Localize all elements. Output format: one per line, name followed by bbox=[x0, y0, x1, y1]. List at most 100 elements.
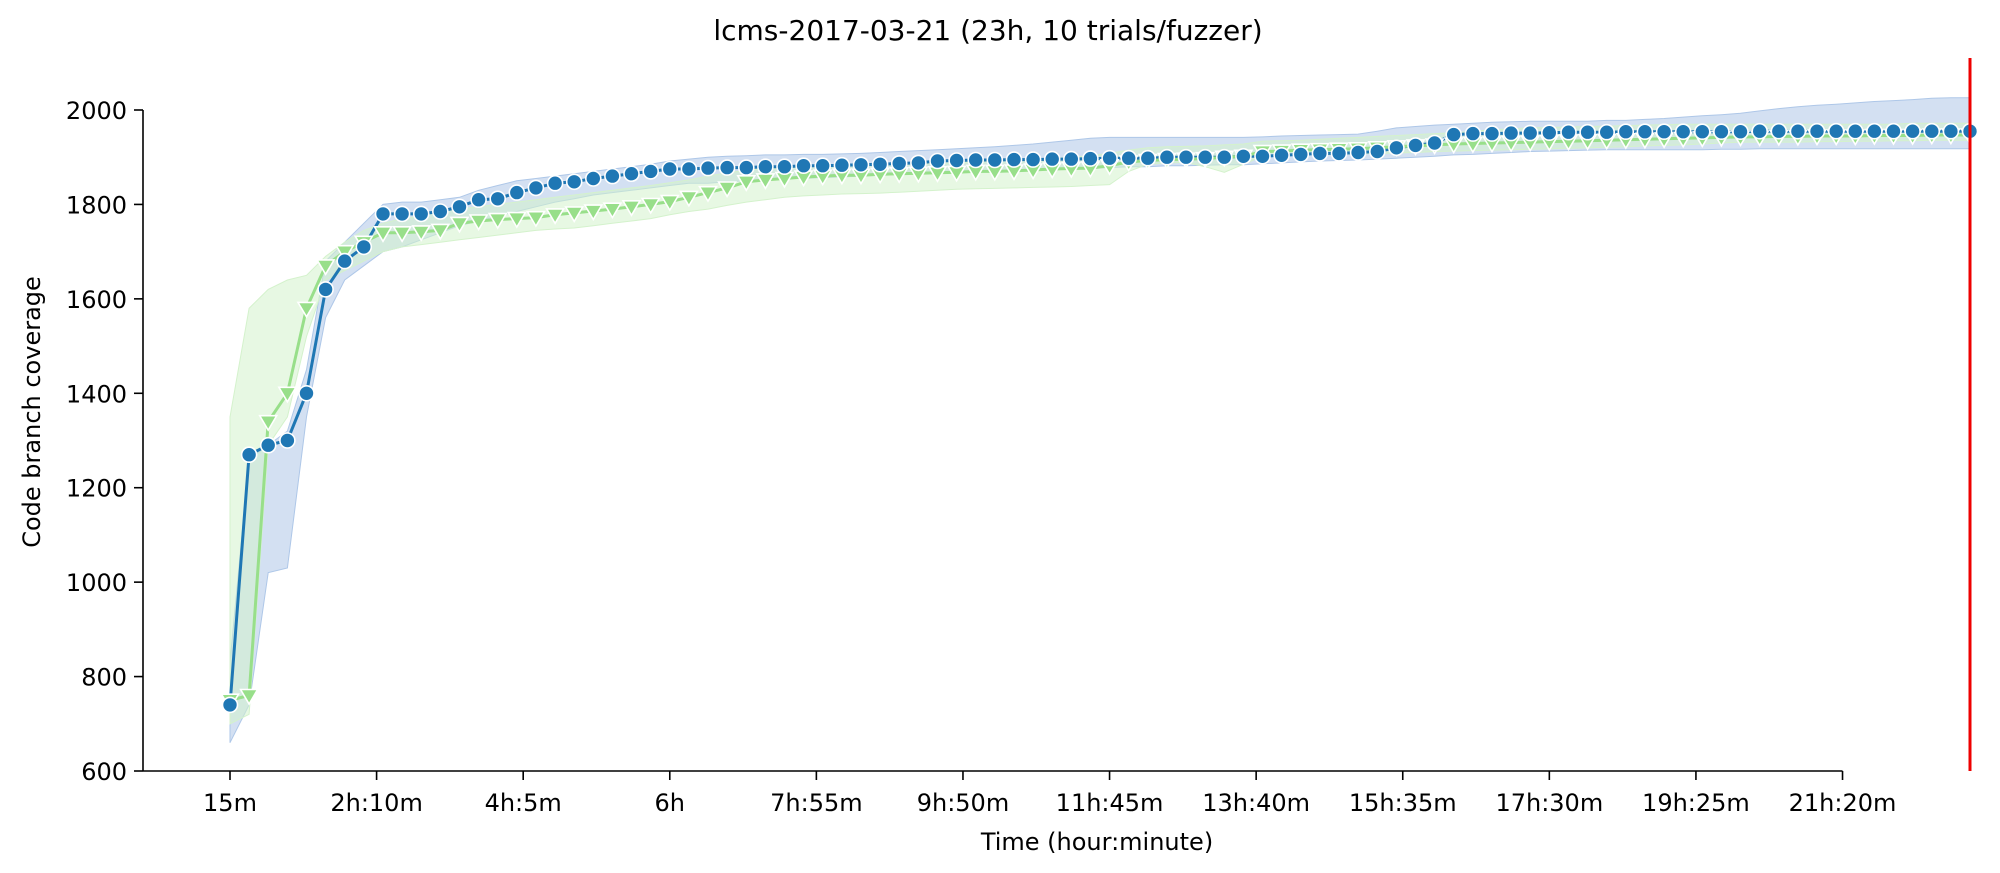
point-series-1 bbox=[948, 152, 965, 169]
point-series-1 bbox=[1369, 143, 1386, 160]
point-series-1 bbox=[1311, 145, 1329, 162]
point-series-2 bbox=[239, 688, 259, 706]
point-series-2 bbox=[602, 202, 623, 220]
point-series-1 bbox=[1005, 151, 1023, 168]
point-series-1 bbox=[1636, 123, 1654, 140]
point-series-2 bbox=[698, 185, 718, 203]
x-tick-label: 9h:50m bbox=[917, 789, 1009, 817]
point-series-1 bbox=[1904, 122, 1921, 140]
x-tick-label: 17h:30m bbox=[1495, 789, 1603, 817]
point-series-2 bbox=[315, 259, 336, 276]
point-series-1 bbox=[1521, 124, 1539, 142]
point-series-1 bbox=[1043, 150, 1061, 168]
point-series-1 bbox=[623, 165, 640, 182]
point-series-1 bbox=[1120, 149, 1137, 167]
y-tick-label: 1000 bbox=[66, 569, 127, 597]
point-series-1 bbox=[374, 205, 392, 223]
point-series-1 bbox=[1847, 122, 1864, 140]
point-series-1 bbox=[298, 384, 315, 402]
x-tick-label: 15m bbox=[203, 789, 257, 817]
point-series-1 bbox=[1024, 151, 1042, 168]
point-series-2 bbox=[717, 181, 738, 198]
point-series-1 bbox=[1330, 145, 1348, 162]
y-tick-label: 1400 bbox=[66, 380, 127, 408]
point-series-1 bbox=[680, 160, 698, 178]
point-series-1 bbox=[527, 179, 545, 197]
point-series-1 bbox=[565, 173, 583, 191]
point-series-1 bbox=[718, 159, 736, 176]
point-series-2 bbox=[678, 190, 699, 208]
point-series-1 bbox=[910, 154, 927, 172]
point-series-2 bbox=[506, 211, 527, 229]
point-series-1 bbox=[546, 174, 564, 192]
y-tick-label: 2000 bbox=[66, 97, 127, 125]
point-series-1 bbox=[1694, 123, 1711, 140]
point-series-2 bbox=[583, 204, 604, 222]
x-tick-label: 6h bbox=[655, 789, 685, 817]
point-series-1 bbox=[642, 163, 660, 180]
x-tick-label: 4h:5m bbox=[485, 789, 562, 817]
point-series-1 bbox=[1770, 122, 1788, 140]
point-series-1 bbox=[1942, 122, 1960, 140]
point-series-1 bbox=[1789, 122, 1807, 140]
point-series-2 bbox=[545, 208, 566, 225]
point-series-1 bbox=[929, 152, 946, 170]
point-series-1 bbox=[1292, 146, 1310, 163]
point-series-2 bbox=[564, 206, 585, 223]
point-series-2 bbox=[449, 216, 470, 234]
point-series-1 bbox=[1713, 123, 1730, 140]
x-tick-label: 7h:55m bbox=[770, 789, 862, 817]
point-series-1 bbox=[1177, 148, 1195, 166]
y-tick-label: 800 bbox=[81, 664, 127, 692]
point-series-1 bbox=[240, 446, 258, 464]
point-series-1 bbox=[737, 159, 755, 176]
x-tick-label: 21h:20m bbox=[1789, 789, 1897, 817]
point-series-1 bbox=[1560, 123, 1577, 141]
point-series-1 bbox=[259, 436, 277, 454]
point-series-2 bbox=[258, 414, 279, 432]
point-series-1 bbox=[1655, 123, 1673, 140]
point-series-1 bbox=[489, 190, 507, 208]
y-tick-label: 1800 bbox=[66, 191, 127, 219]
axes: 600 800 1000 1200 1400 1600 1800 2000 15m 2h:10m 4… bbox=[66, 58, 1972, 817]
point-series-1 bbox=[1751, 122, 1768, 140]
x-tick-label: 13h:40m bbox=[1202, 789, 1310, 817]
point-series-1 bbox=[1674, 123, 1692, 140]
point-series-1 bbox=[1579, 123, 1596, 141]
point-series-1 bbox=[1273, 147, 1290, 164]
point-series-1 bbox=[431, 203, 449, 220]
point-series-1 bbox=[661, 160, 679, 178]
point-series-1 bbox=[1216, 148, 1233, 166]
x-tick-label: 15h:35m bbox=[1349, 789, 1457, 817]
point-series-1 bbox=[584, 170, 602, 187]
point-series-1 bbox=[1541, 124, 1558, 141]
y-axis-label: Code branch coverage bbox=[18, 276, 46, 548]
series-markers bbox=[220, 122, 1980, 714]
point-series-1 bbox=[1101, 149, 1118, 167]
point-series-1 bbox=[699, 159, 717, 177]
point-series-1 bbox=[871, 156, 889, 173]
point-series-1 bbox=[1388, 139, 1405, 157]
point-series-1 bbox=[1598, 123, 1615, 141]
point-series-2 bbox=[487, 212, 508, 230]
point-series-1 bbox=[279, 432, 296, 449]
point-series-2 bbox=[296, 301, 317, 319]
point-series-2 bbox=[392, 226, 412, 243]
point-series-1 bbox=[890, 155, 908, 172]
point-series-1 bbox=[470, 191, 487, 208]
line-series-2 bbox=[229, 133, 1970, 702]
point-series-1 bbox=[1464, 125, 1482, 142]
point-series-1 bbox=[757, 158, 774, 175]
point-series-2 bbox=[525, 210, 546, 228]
point-series-1 bbox=[1196, 148, 1214, 166]
point-series-1 bbox=[317, 281, 334, 298]
point-series-1 bbox=[986, 151, 1004, 169]
point-series-1 bbox=[795, 157, 812, 174]
point-series-2 bbox=[640, 197, 661, 215]
point-series-1 bbox=[1502, 124, 1520, 142]
point-series-1 bbox=[1732, 123, 1749, 140]
point-series-1 bbox=[221, 696, 239, 714]
y-tick-label: 600 bbox=[81, 758, 127, 786]
point-series-1 bbox=[1407, 137, 1424, 154]
